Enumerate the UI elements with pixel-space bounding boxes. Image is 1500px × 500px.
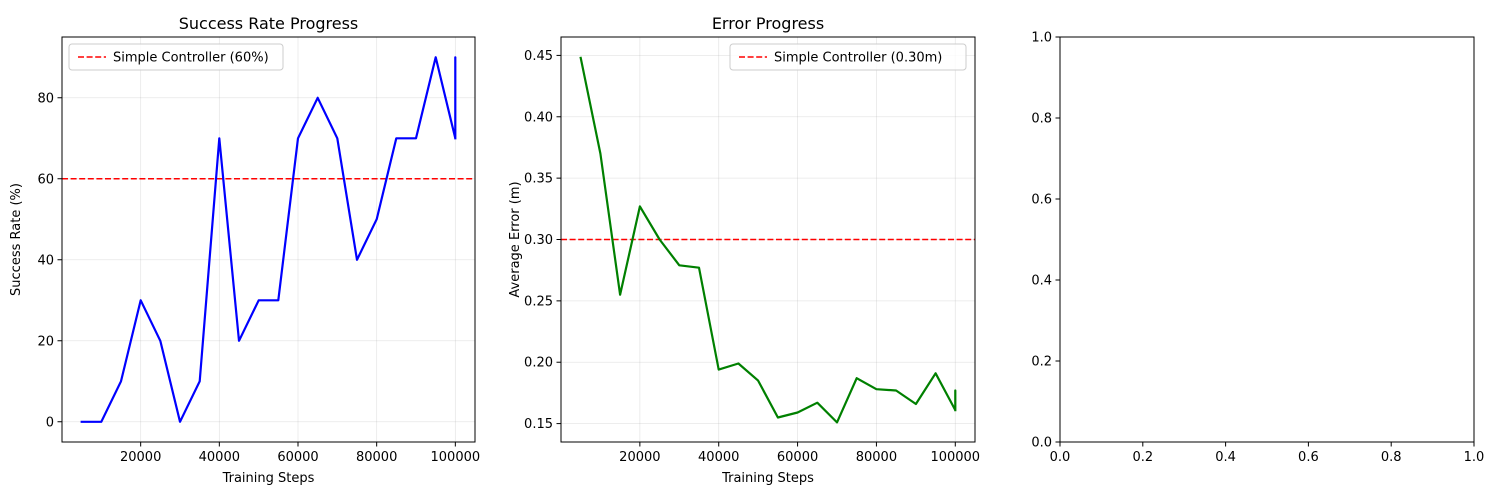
chart-panel-2: 20000 40000 60000 80000 100000 0.15 0.20 0.25 0.… [508, 14, 980, 486]
chart-title: Success Rate Progress [179, 14, 359, 33]
x-tick-label: 60000 [777, 450, 818, 465]
y-tick-label: 0.20 [524, 356, 553, 371]
y-tick-label: 0.30 [524, 233, 553, 248]
x-tick-label: 0.2 [1132, 450, 1153, 465]
x-axis-label: Training Steps [721, 471, 814, 486]
y-tick-label: 0.4 [1031, 274, 1052, 289]
y-tick-label: 0.45 [524, 49, 553, 64]
y-tick-label: 0.6 [1031, 193, 1052, 208]
legend-box [68, 43, 284, 71]
y-tick-label: 1.0 [1031, 31, 1052, 46]
y-tick-label: 20 [37, 334, 54, 349]
legend-entry: Simple Controller (60%) [113, 51, 269, 66]
y-axis-label: Average Error (m) [508, 181, 523, 297]
x-tick-label: 0.8 [1381, 450, 1402, 465]
legend-entry: Simple Controller (0.30m) [774, 51, 942, 66]
x-tick-label: 100000 [930, 450, 980, 465]
legend-box [729, 43, 967, 71]
x-tick-label: 80000 [356, 450, 397, 465]
x-tick-label: 80000 [856, 450, 897, 465]
x-axis-label: Training Steps [222, 471, 315, 486]
chart-panel-1: 20000 40000 60000 80000 100000 0 20 40 60 80 Succe… [9, 14, 480, 486]
legend: Simple Controller (0.30m) [729, 43, 967, 71]
axes-frame [61, 36, 476, 443]
y-tick-label: 0.40 [524, 110, 553, 125]
x-tick-label: 100000 [431, 450, 481, 465]
y-axis-label: Success Rate (%) [9, 183, 24, 296]
y-tick-label: 40 [37, 253, 54, 268]
y-tick-label: 0.25 [524, 294, 553, 309]
y-tick-label: 80 [37, 91, 54, 106]
x-tick-label: 1.0 [1464, 450, 1485, 465]
x-tick-label: 40000 [199, 450, 240, 465]
x-tick-label: 60000 [277, 450, 318, 465]
x-tick-label: 40000 [698, 450, 739, 465]
y-tick-label: 0.35 [524, 172, 553, 187]
y-tick-label: 0.2 [1031, 355, 1052, 370]
x-tick-label: 20000 [619, 450, 660, 465]
y-tick-label: 60 [37, 172, 54, 187]
chart-panel-3: 0.0 0.2 0.4 0.6 0.8 1.0 0.0 0.2 0.4 0.6 0.8 1.0 [1031, 31, 1484, 466]
y-tick-label: 0.15 [524, 417, 553, 432]
x-tick-label: 0.6 [1298, 450, 1319, 465]
series-line-1 [80, 56, 457, 423]
series-line-1 [579, 56, 957, 424]
x-tick-label: 20000 [120, 450, 161, 465]
y-tick-label: 0 [46, 415, 54, 430]
legend: Simple Controller (60%) [68, 43, 284, 71]
x-tick-label: 0.4 [1215, 450, 1236, 465]
x-tick-label: 0.0 [1050, 450, 1071, 465]
y-tick-label: 0.0 [1031, 436, 1052, 451]
y-tick-label: 0.8 [1031, 112, 1052, 127]
chart-title: Error Progress [712, 14, 824, 33]
axes-frame [1059, 36, 1475, 443]
